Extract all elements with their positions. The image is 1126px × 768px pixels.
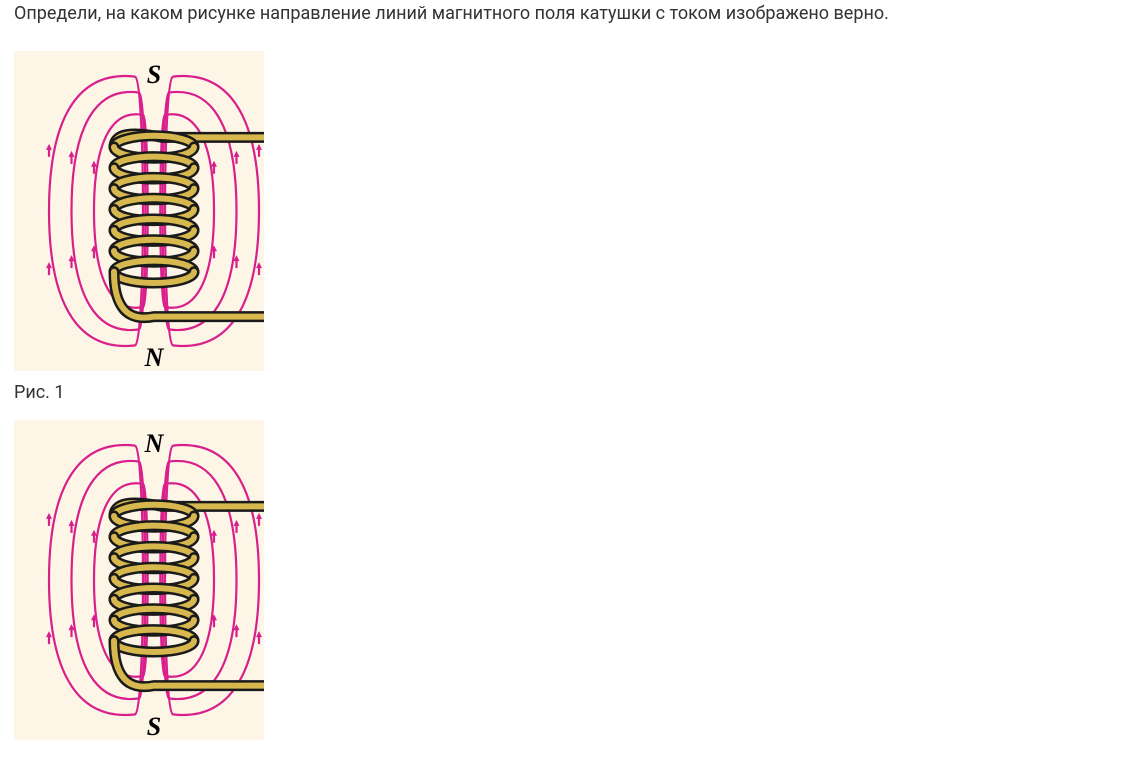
pole-label-top: N (144, 429, 165, 458)
figure-1-block: SN Рис. 1 (14, 51, 1112, 406)
solenoid-diagram-2: NS (14, 420, 264, 740)
pole-label-bottom: N (144, 343, 165, 371)
pole-label-bottom: S (147, 712, 161, 740)
pole-label-top: S (147, 60, 161, 89)
page-container: Определи, на каком рисунке направление л… (0, 0, 1126, 768)
figure-2-block: NS (14, 420, 1112, 740)
figure-1-caption: Рис. 1 (14, 379, 1112, 406)
solenoid-diagram-1: SN (14, 51, 264, 371)
question-text: Определи, на каком рисунке направление л… (14, 0, 1112, 27)
